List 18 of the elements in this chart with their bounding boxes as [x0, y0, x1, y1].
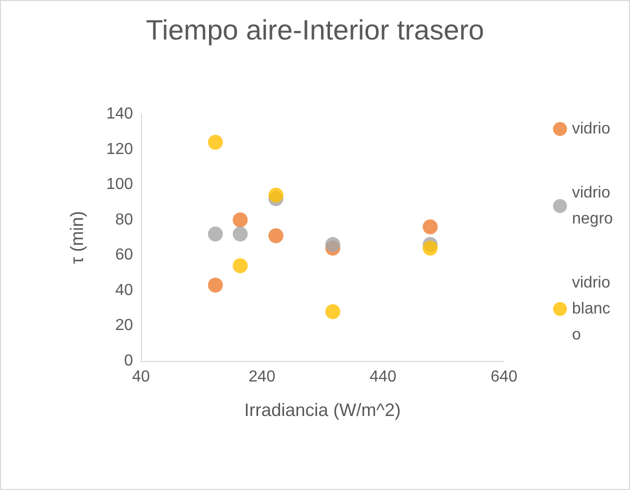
y-tick-label: 100 [106, 176, 134, 194]
legend-label: vidrio negro [572, 184, 615, 228]
x-tick-label: 440 [370, 368, 396, 386]
x-tick-label: 240 [248, 368, 276, 386]
x-tick-label: 40 [132, 368, 150, 386]
y-tick-label: 20 [115, 317, 134, 334]
y-tick-label: 40 [115, 282, 134, 299]
y-axis-title: τ (min) [67, 210, 87, 264]
y-tick-label: 0 [124, 352, 134, 370]
legend-label: vidrio [572, 120, 610, 138]
x-tick-label: 640 [490, 368, 518, 386]
y-tick-label: 60 [115, 246, 134, 264]
y-tick-label: 80 [115, 211, 134, 228]
legend-label: vidrio blanco [572, 274, 615, 344]
y-tick-label: 120 [106, 140, 134, 158]
chart-title: Tiempo aire-Interior trasero [146, 14, 484, 46]
x-axis-title: Irradiancia (W/m^2) [244, 400, 401, 420]
y-tick-label: 140 [106, 106, 134, 122]
